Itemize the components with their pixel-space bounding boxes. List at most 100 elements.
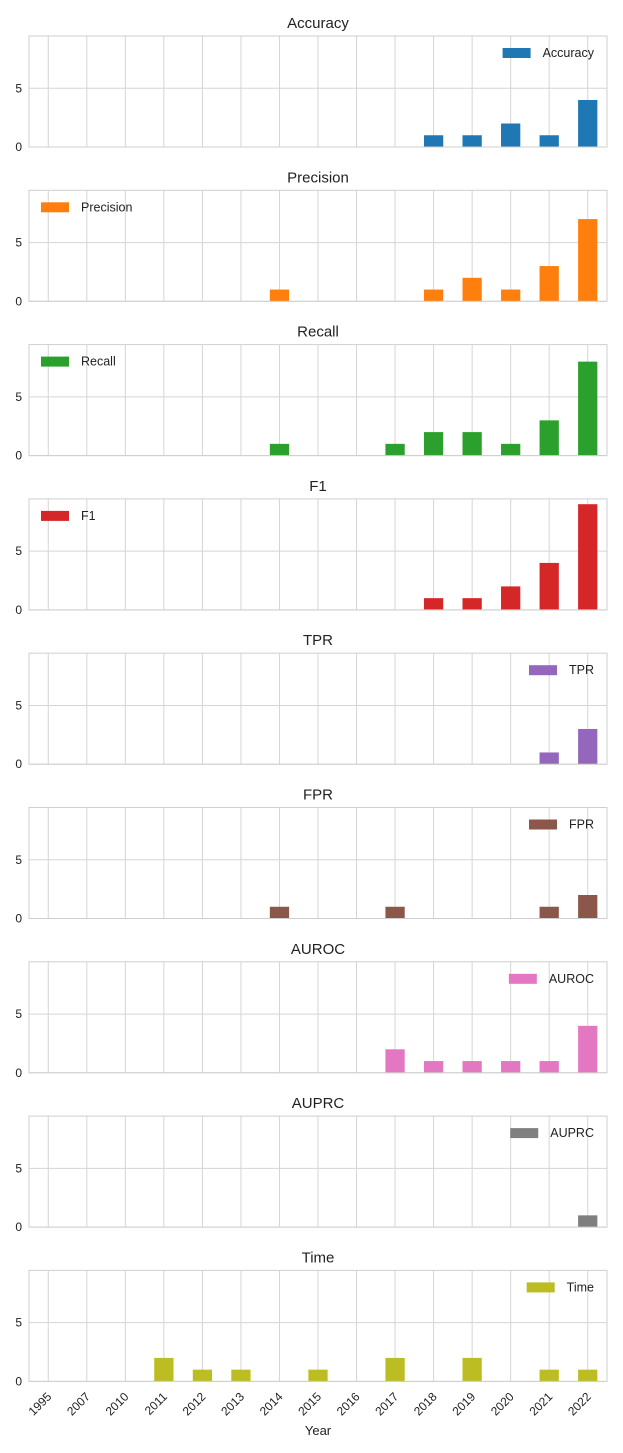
legend-swatch	[508, 973, 537, 984]
bar-f1-2020	[501, 586, 521, 610]
plot-frame	[28, 1269, 608, 1382]
bar-tpr-2022	[578, 728, 598, 765]
legend-auroc: AUROC	[508, 972, 594, 986]
panel-tpr: TPR 0 5 TPR	[15, 632, 608, 771]
legend-auprc: AUPRC	[510, 1126, 594, 1140]
panel-title: AUPRC	[292, 1095, 345, 1112]
bar-auroc-2019	[462, 1061, 482, 1073]
x-tick-label: 2021	[527, 1389, 556, 1418]
bar-recall-2021	[539, 420, 559, 456]
legend-label: Accuracy	[543, 46, 595, 60]
panel-precision: Precision 0 5 Precision	[15, 169, 608, 308]
y-tick-label: 5	[15, 853, 22, 867]
bar-fpr-2014	[269, 906, 290, 919]
legend-f1: F1	[41, 509, 96, 523]
legend-swatch	[502, 48, 531, 58]
panel-title: Precision	[287, 169, 349, 186]
panel-time: Time 0 5 Time 1995 2007 2010 2011 2012 2013 2014 20…	[15, 1249, 608, 1438]
legend-swatch	[510, 1128, 539, 1139]
plot-frame	[28, 344, 608, 457]
panel-title: Recall	[297, 324, 339, 341]
x-tick-label: 2013	[218, 1389, 247, 1418]
bar-precision-2014	[269, 289, 290, 302]
x-tick-label: 2022	[565, 1389, 594, 1418]
panel-accuracy: Accuracy 0 5 Accuracy	[15, 15, 608, 154]
plot-frame	[28, 35, 608, 148]
y-tick-label: 0	[15, 1066, 22, 1080]
plot-frame	[28, 961, 608, 1074]
x-tick-label: 2007	[64, 1389, 93, 1418]
x-tick-label: 2012	[180, 1389, 209, 1418]
legend-label: AUPRC	[550, 1126, 594, 1140]
x-axis-label: Year	[305, 1423, 332, 1438]
x-tick-label: 2018	[411, 1389, 440, 1418]
bar-time-2022	[578, 1369, 598, 1382]
y-tick-label: 0	[15, 140, 22, 154]
legend-label: Time	[567, 1280, 594, 1294]
panel-fpr: FPR 0 5 FPR	[15, 787, 608, 926]
bar-precision-2020	[501, 289, 521, 302]
y-tick-label: 0	[15, 449, 22, 463]
bar-recall-2019	[462, 432, 482, 456]
x-tick-label: 2019	[449, 1389, 478, 1418]
plot-frame	[28, 1115, 608, 1228]
legend-swatch	[526, 1282, 555, 1293]
x-tick-label: 2020	[488, 1389, 517, 1418]
legend-swatch	[41, 510, 69, 521]
legend-swatch	[41, 356, 69, 367]
bar-f1-2019	[462, 598, 482, 610]
bar-auroc-2018	[423, 1061, 444, 1073]
plot-frame	[28, 189, 608, 302]
y-tick-label: 0	[15, 912, 22, 926]
panel-auroc: AUROC 0 5 AUROC	[15, 941, 608, 1080]
bar-f1-2021	[539, 562, 559, 610]
panel-title: TPR	[303, 632, 333, 649]
y-tick-label: 0	[15, 603, 22, 617]
legend-swatch	[529, 819, 557, 830]
panel-recall: Recall 0 5 Recall	[15, 324, 608, 463]
bar-auroc-2020	[501, 1061, 521, 1073]
bar-recall-2022	[578, 361, 598, 456]
y-tick-label: 5	[15, 1316, 22, 1330]
bar-time-2019	[462, 1357, 482, 1382]
bar-fpr-2022	[578, 895, 598, 919]
panel-auprc: AUPRC 0 5 AUPRC	[15, 1095, 608, 1234]
bar-auprc-2022	[578, 1215, 598, 1228]
bar-recall-2018	[423, 432, 444, 456]
panel-title: F1	[309, 478, 327, 495]
bar-auroc-2021	[539, 1061, 559, 1073]
y-tick-label: 5	[15, 390, 22, 404]
x-tick-label: 1995	[26, 1389, 55, 1418]
panel-title: Time	[302, 1249, 335, 1266]
bar-precision-2021	[539, 266, 559, 302]
legend-recall: Recall	[41, 355, 116, 369]
bar-accuracy-2022	[578, 100, 598, 147]
bar-accuracy-2021	[539, 135, 559, 147]
y-tick-label: 5	[15, 698, 22, 712]
bar-recall-2020	[501, 443, 521, 456]
y-tick-label: 5	[15, 544, 22, 558]
y-tick-label: 0	[15, 294, 22, 308]
legend-precision: Precision	[41, 200, 132, 214]
bar-auroc-2017	[385, 1049, 405, 1073]
bar-tpr-2021	[539, 752, 559, 765]
panel-f1: F1 0 5 F1	[15, 478, 608, 617]
legend-fpr: FPR	[529, 818, 594, 832]
legend-label: F1	[81, 509, 96, 523]
y-tick-label: 0	[15, 757, 22, 771]
x-tick-label: 2014	[257, 1389, 286, 1418]
bar-accuracy-2018	[423, 135, 444, 147]
plot-frame	[28, 652, 608, 765]
bar-precision-2018	[423, 289, 444, 302]
bar-fpr-2021	[539, 906, 559, 919]
bar-accuracy-2019	[462, 135, 482, 147]
legend-tpr: TPR	[529, 663, 594, 677]
x-tick-label: 2011	[142, 1389, 170, 1417]
bar-time-2013	[231, 1369, 251, 1382]
y-tick-label: 0	[15, 1374, 22, 1388]
y-tick-label: 5	[15, 1161, 22, 1175]
bar-recall-2017	[385, 443, 405, 456]
bar-f1-2022	[578, 504, 598, 610]
y-tick-label: 5	[15, 1007, 22, 1021]
bar-recall-2014	[269, 443, 290, 456]
